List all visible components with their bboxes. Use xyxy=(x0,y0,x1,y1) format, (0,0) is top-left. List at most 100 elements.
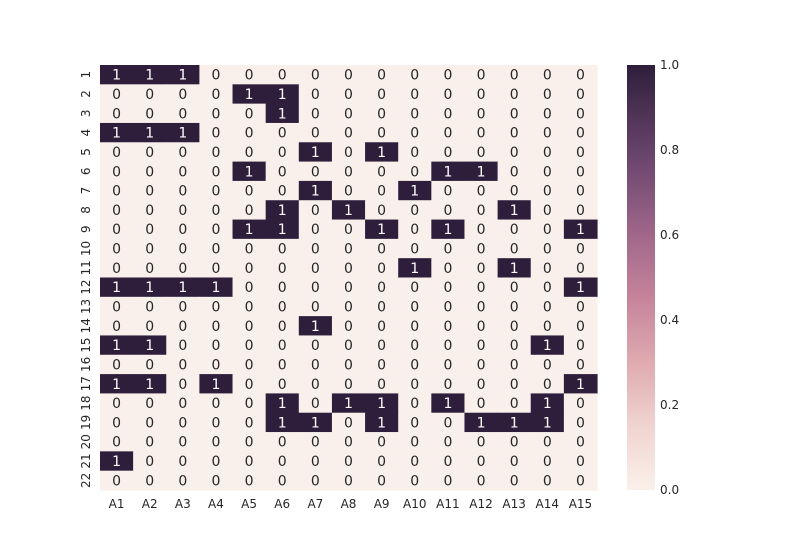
cell-annotation: 0 xyxy=(145,473,154,489)
cell-annotation: 0 xyxy=(377,261,386,277)
heatmap-cell xyxy=(166,219,200,240)
cell-annotation: 0 xyxy=(145,203,154,219)
heatmap-cell xyxy=(365,84,399,105)
heatmap-cell xyxy=(298,200,333,221)
heatmap-cell xyxy=(398,258,432,279)
heatmap-cell xyxy=(166,238,200,259)
cell-annotation: 0 xyxy=(212,203,221,219)
heatmap-cell xyxy=(133,374,167,395)
heatmap-cell xyxy=(464,296,499,317)
heatmap-cell xyxy=(133,180,167,201)
heatmap-cell xyxy=(398,316,432,337)
cell-annotation: 1 xyxy=(576,280,585,296)
cell-annotation: 0 xyxy=(543,203,552,219)
heatmap-cell xyxy=(563,374,598,395)
cell-annotation: 0 xyxy=(278,377,287,393)
heatmap-cell xyxy=(100,238,134,259)
heatmap-cell xyxy=(100,412,134,433)
heatmap-cell xyxy=(331,219,366,240)
heatmap-cell xyxy=(100,200,134,221)
heatmap-cell xyxy=(563,161,598,182)
cell-annotation: 0 xyxy=(344,319,353,335)
cell-annotation: 0 xyxy=(311,222,320,238)
heatmap-cell xyxy=(331,277,366,298)
heatmap-cell xyxy=(265,432,300,452)
cell-annotation: 0 xyxy=(410,377,419,393)
cell-annotation: 0 xyxy=(311,242,320,258)
cell-annotation: 0 xyxy=(410,473,419,489)
heatmap-cell xyxy=(166,103,200,124)
cell-annotation: 0 xyxy=(112,184,121,200)
heatmap-cell xyxy=(100,258,134,279)
heatmap-cell xyxy=(133,200,167,221)
cell-annotation: 0 xyxy=(278,164,287,180)
heatmap-cell xyxy=(298,354,333,375)
heatmap-cell xyxy=(100,219,134,240)
heatmap-cell xyxy=(530,238,565,259)
cell-annotation: 0 xyxy=(178,454,187,470)
heatmap-cell xyxy=(431,258,466,279)
cell-annotation: 1 xyxy=(510,203,519,219)
cell-annotation: 0 xyxy=(410,145,419,161)
heatmap-cell xyxy=(464,142,499,163)
cell-annotation: 0 xyxy=(576,184,585,200)
heatmap-cell xyxy=(497,238,532,259)
cell-annotation: 0 xyxy=(576,473,585,489)
heatmap-cell xyxy=(232,142,267,163)
heatmap-cell xyxy=(199,84,234,105)
cell-annotation: 0 xyxy=(344,261,353,277)
heatmap-cell xyxy=(298,277,333,298)
y-tick-label: 17 xyxy=(79,376,93,391)
heatmap-cell xyxy=(298,103,333,124)
heatmap-cell xyxy=(199,451,234,472)
heatmap-cell xyxy=(199,258,234,279)
cell-annotation: 1 xyxy=(377,145,386,161)
heatmap-cell xyxy=(365,65,399,85)
cell-annotation: 0 xyxy=(543,299,552,315)
heatmap-cell xyxy=(232,238,267,259)
cell-annotation: 0 xyxy=(212,415,221,431)
cell-annotation: 0 xyxy=(543,377,552,393)
cell-annotation: 0 xyxy=(477,126,486,142)
cell-annotation: 0 xyxy=(576,415,585,431)
x-tick-label: A7 xyxy=(307,497,323,511)
heatmap-cell xyxy=(100,84,134,105)
cell-annotation: 1 xyxy=(311,145,320,161)
cell-annotation: 0 xyxy=(443,338,452,354)
cell-annotation: 1 xyxy=(443,222,452,238)
heatmap-cell xyxy=(530,180,565,201)
heatmap-cell xyxy=(530,277,565,298)
heatmap-cell xyxy=(365,180,399,201)
cell-annotation: 0 xyxy=(543,261,552,277)
y-tick-label: 8 xyxy=(79,206,93,214)
heatmap-cell xyxy=(398,200,432,221)
cell-annotation: 0 xyxy=(510,357,519,373)
cell-annotation: 0 xyxy=(510,164,519,180)
cell-annotation: 0 xyxy=(377,357,386,373)
heatmap-cell xyxy=(398,374,432,395)
heatmap-cell xyxy=(497,122,532,143)
heatmap-cell xyxy=(398,354,432,375)
cell-annotation: 0 xyxy=(344,184,353,200)
heatmap-cell xyxy=(530,142,565,163)
cell-annotation: 0 xyxy=(145,396,154,412)
heatmap-cell xyxy=(232,354,267,375)
cell-annotation: 0 xyxy=(278,319,287,335)
cell-annotation: 0 xyxy=(443,242,452,258)
heatmap-cell xyxy=(497,412,532,433)
heatmap-cell xyxy=(265,335,300,356)
heatmap-cell xyxy=(298,412,333,433)
cell-annotation: 0 xyxy=(377,280,386,296)
heatmap-cell xyxy=(497,180,532,201)
heatmap-cell xyxy=(232,374,267,395)
colorbar-tick-label: 0.6 xyxy=(660,228,679,242)
cell-annotation: 0 xyxy=(112,473,121,489)
cell-annotation: 1 xyxy=(278,203,287,219)
cell-annotation: 0 xyxy=(311,261,320,277)
x-tick-label: A3 xyxy=(175,497,191,511)
heatmap-cell xyxy=(331,103,366,124)
cell-annotation: 0 xyxy=(344,126,353,142)
heatmap-cell xyxy=(265,277,300,298)
y-tick-label: 20 xyxy=(79,434,93,449)
